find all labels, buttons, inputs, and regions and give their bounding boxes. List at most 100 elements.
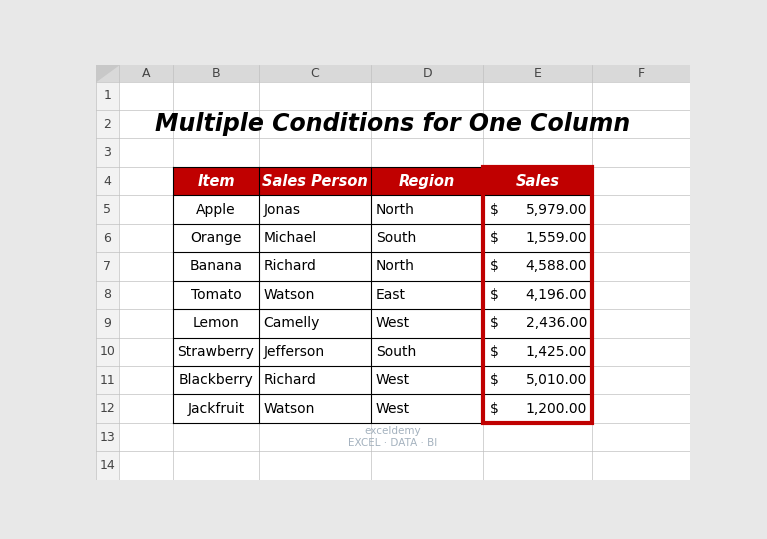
Text: Jonas: Jonas xyxy=(263,203,300,217)
Text: $: $ xyxy=(489,288,499,302)
Text: B: B xyxy=(212,67,220,80)
Text: $: $ xyxy=(489,231,499,245)
Text: Apple: Apple xyxy=(196,203,235,217)
Text: $: $ xyxy=(489,345,499,359)
Text: 12: 12 xyxy=(100,402,115,415)
Text: 13: 13 xyxy=(100,431,115,444)
Text: Richard: Richard xyxy=(263,373,316,387)
Bar xyxy=(371,309,483,337)
Text: 6: 6 xyxy=(104,232,111,245)
Bar xyxy=(258,252,371,281)
Text: South: South xyxy=(376,231,416,245)
Bar xyxy=(173,281,258,309)
Bar xyxy=(483,224,592,252)
Bar xyxy=(483,366,592,395)
Text: $: $ xyxy=(489,373,499,387)
Bar xyxy=(173,337,258,366)
Text: 11: 11 xyxy=(100,374,115,386)
Bar xyxy=(483,281,592,309)
Text: D: D xyxy=(423,67,432,80)
Text: Richard: Richard xyxy=(263,259,316,273)
Bar xyxy=(258,281,371,309)
Bar xyxy=(483,195,592,224)
Text: Item: Item xyxy=(197,174,235,189)
Bar xyxy=(258,224,371,252)
Text: Tomato: Tomato xyxy=(191,288,242,302)
Text: East: East xyxy=(376,288,406,302)
Bar xyxy=(173,252,258,281)
Text: $: $ xyxy=(489,259,499,273)
Text: Strawberry: Strawberry xyxy=(178,345,255,359)
Text: 1,200.00: 1,200.00 xyxy=(526,402,588,416)
Text: 10: 10 xyxy=(100,345,116,358)
Text: Jackfruit: Jackfruit xyxy=(187,402,245,416)
Text: Michael: Michael xyxy=(263,231,317,245)
Text: E: E xyxy=(534,67,542,80)
Text: South: South xyxy=(376,345,416,359)
Text: 2: 2 xyxy=(104,118,111,131)
Text: 14: 14 xyxy=(100,459,115,472)
Text: 7: 7 xyxy=(104,260,111,273)
Bar xyxy=(371,252,483,281)
Bar xyxy=(96,65,690,81)
Bar xyxy=(371,395,483,423)
Text: 4,196.00: 4,196.00 xyxy=(525,288,588,302)
Bar xyxy=(371,167,483,195)
Bar xyxy=(483,167,592,195)
Text: 2,436.00: 2,436.00 xyxy=(526,316,588,330)
Text: Lemon: Lemon xyxy=(193,316,239,330)
Text: 5: 5 xyxy=(104,203,111,216)
Bar xyxy=(371,366,483,395)
Text: 1: 1 xyxy=(104,89,111,102)
Bar xyxy=(173,309,258,337)
Text: 9: 9 xyxy=(104,317,111,330)
Text: 1,425.00: 1,425.00 xyxy=(526,345,588,359)
Text: North: North xyxy=(376,203,414,217)
Text: Orange: Orange xyxy=(190,231,242,245)
Bar xyxy=(483,395,592,423)
Bar xyxy=(371,337,483,366)
Bar xyxy=(173,395,258,423)
Bar xyxy=(483,252,592,281)
Bar xyxy=(96,81,119,480)
Bar xyxy=(258,309,371,337)
Bar xyxy=(173,224,258,252)
Text: West: West xyxy=(376,402,410,416)
Text: 3: 3 xyxy=(104,146,111,159)
Text: Watson: Watson xyxy=(263,402,314,416)
Bar xyxy=(371,224,483,252)
Text: West: West xyxy=(376,316,410,330)
Text: 5,010.00: 5,010.00 xyxy=(526,373,588,387)
Bar xyxy=(173,366,258,395)
Text: $: $ xyxy=(489,402,499,416)
Text: 8: 8 xyxy=(104,288,111,301)
Text: Banana: Banana xyxy=(189,259,242,273)
Polygon shape xyxy=(96,65,119,81)
Bar xyxy=(371,195,483,224)
Text: exceldemy
EXCEL · DATA · BI: exceldemy EXCEL · DATA · BI xyxy=(348,426,437,448)
Text: West: West xyxy=(376,373,410,387)
Bar xyxy=(483,167,592,423)
Text: 5,979.00: 5,979.00 xyxy=(525,203,588,217)
Bar xyxy=(483,309,592,337)
Bar xyxy=(258,167,371,195)
Bar xyxy=(258,395,371,423)
Bar xyxy=(483,337,592,366)
Text: Multiple Conditions for One Column: Multiple Conditions for One Column xyxy=(155,112,630,136)
Text: 4,588.00: 4,588.00 xyxy=(525,259,588,273)
Text: $: $ xyxy=(489,316,499,330)
Text: Region: Region xyxy=(399,174,456,189)
Bar xyxy=(258,366,371,395)
Text: Jefferson: Jefferson xyxy=(263,345,324,359)
Text: North: North xyxy=(376,259,414,273)
Text: $: $ xyxy=(489,203,499,217)
Text: Camelly: Camelly xyxy=(263,316,320,330)
Text: 4: 4 xyxy=(104,175,111,188)
Bar xyxy=(371,281,483,309)
Text: Blackberry: Blackberry xyxy=(179,373,253,387)
Bar xyxy=(258,195,371,224)
Text: Sales: Sales xyxy=(515,174,560,189)
Text: Watson: Watson xyxy=(263,288,314,302)
Bar xyxy=(173,167,258,195)
Text: C: C xyxy=(311,67,319,80)
